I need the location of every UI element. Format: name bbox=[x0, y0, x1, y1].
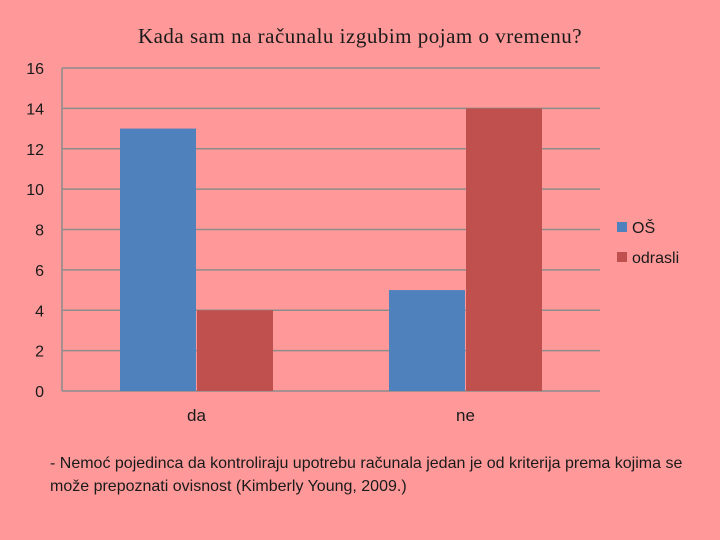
y-tick-label: 4 bbox=[35, 303, 44, 320]
y-tick-label: 12 bbox=[26, 142, 44, 159]
y-axis: 0 2 4 6 8 10 12 14 16 bbox=[26, 61, 44, 401]
y-tick-label: 6 bbox=[35, 263, 44, 280]
bar-OŠ-ne bbox=[389, 290, 465, 391]
y-tick-label: 14 bbox=[26, 101, 44, 118]
chart-title: Kada sam na računalu izgubim pojam o vre… bbox=[137, 24, 583, 48]
bar-odrasli-ne bbox=[466, 108, 542, 391]
bar-odrasli-da bbox=[197, 310, 273, 391]
x-tick-label: ne bbox=[456, 406, 475, 425]
y-tick-label: 2 bbox=[35, 344, 44, 361]
y-tick-label: 10 bbox=[26, 182, 44, 199]
y-tick-label: 16 bbox=[26, 61, 44, 78]
y-tick-label: 8 bbox=[35, 223, 44, 240]
legend-label: OŠ bbox=[632, 218, 655, 237]
x-tick-label: da bbox=[187, 406, 206, 425]
legend: OŠ odrasli bbox=[617, 218, 679, 267]
bar-OŠ-da bbox=[120, 128, 196, 391]
footnote: - Nemoć pojedinca da kontroliraju upotre… bbox=[50, 455, 683, 495]
legend-swatch bbox=[617, 252, 627, 262]
y-tick-label: 0 bbox=[35, 384, 44, 401]
bars bbox=[120, 108, 542, 391]
legend-label: odrasli bbox=[632, 250, 679, 267]
legend-swatch bbox=[617, 222, 627, 232]
bar-chart: 0 2 4 6 8 10 12 14 16 da ne OŠ odrasli bbox=[26, 61, 679, 425]
x-axis: da ne bbox=[187, 406, 475, 425]
